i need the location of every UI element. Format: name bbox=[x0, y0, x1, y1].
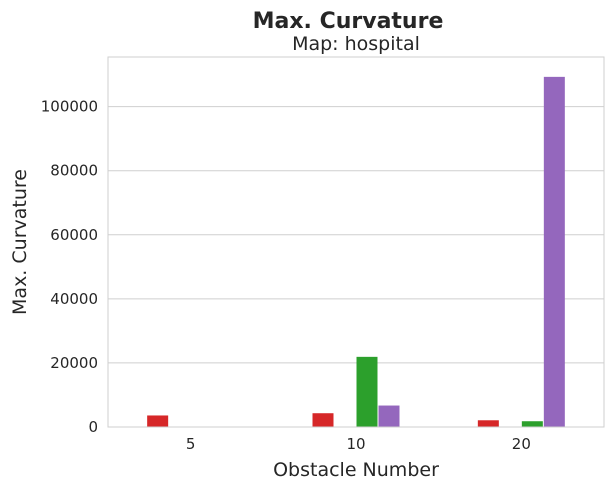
bar bbox=[378, 405, 400, 427]
plot-frame bbox=[107, 56, 605, 428]
x-tick-label: 10 bbox=[346, 435, 365, 453]
y-tick-label: 60000 bbox=[50, 226, 98, 244]
x-tick-label: 5 bbox=[186, 435, 196, 453]
y-tick-label: 80000 bbox=[50, 162, 98, 180]
bar bbox=[312, 413, 334, 427]
x-tick-labels: 5 10 20 bbox=[186, 435, 531, 453]
y-tick-label: 100000 bbox=[41, 98, 98, 116]
bar-layer bbox=[147, 76, 565, 427]
y-tick-label: 40000 bbox=[50, 290, 98, 308]
x-tick-label: 20 bbox=[512, 435, 531, 453]
bar bbox=[521, 421, 543, 427]
grid-layer bbox=[108, 106, 604, 428]
bar bbox=[543, 76, 565, 427]
y-tick-label: 20000 bbox=[50, 354, 98, 372]
x-axis-label: Obstacle Number bbox=[273, 459, 439, 481]
bar bbox=[147, 415, 169, 427]
y-axis-label: Max. Curvature bbox=[9, 169, 31, 315]
bar bbox=[477, 420, 499, 427]
bar bbox=[356, 356, 378, 427]
y-tick-labels: 0 20000 40000 60000 80000 100000 bbox=[41, 98, 98, 436]
y-tick-label: 0 bbox=[88, 418, 98, 436]
chart-title: Max. Curvature bbox=[253, 9, 444, 34]
chart-subtitle: Map: hospital bbox=[292, 33, 420, 55]
